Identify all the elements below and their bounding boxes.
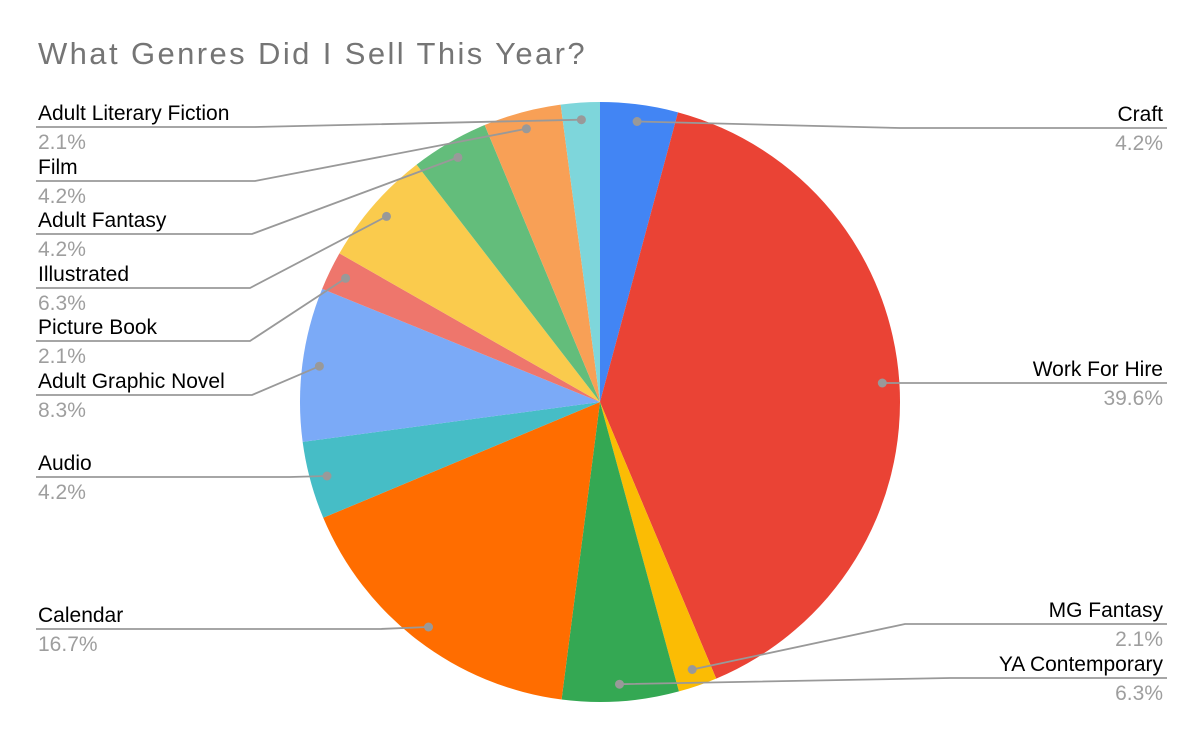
pie-slice-picture-book[interactable] [322,253,600,402]
slice-percent-illustrated: 6.3% [38,292,86,315]
slice-percent-adult-fantasy: 4.2% [38,238,86,261]
callout-line-mg-fantasy [692,623,1167,671]
callout-dot-work-for-hire [877,378,887,388]
slice-label-ya-contemporary: YA Contemporary [999,653,1164,676]
callout-dot-audio [322,471,332,481]
callout-line-picture-book [36,277,347,342]
callout-dot-film [521,124,531,134]
pie-slice-mg-fantasy[interactable] [600,402,717,692]
slice-label-adult-literary-fiction: Adult Literary Fiction [38,102,229,125]
slice-label-audio: Audio [38,452,92,475]
pie-slice-adult-literary-fiction[interactable] [560,102,600,402]
slice-percent-film: 4.2% [38,185,86,208]
slice-percent-calendar: 16.7% [38,633,98,656]
callout-dot-adult-graphic-novel [314,361,324,371]
slice-percent-work-for-hire: 39.6% [1103,387,1163,410]
slice-label-craft: Craft [1117,103,1163,126]
callout-line-adult-fantasy [36,156,459,235]
callout-dot-mg-fantasy [687,665,697,674]
pie-slice-ya-contemporary[interactable] [561,402,679,703]
callout-dot-adult-fantasy [453,152,463,162]
slice-percent-adult-graphic-novel: 8.3% [38,399,86,422]
pie-slice-work-for-hire[interactable] [600,112,901,679]
slice-label-calendar: Calendar [38,604,123,627]
callout-line-illustrated [36,215,387,289]
callout-line-calendar [36,626,429,630]
slice-label-picture-book: Picture Book [38,316,158,339]
callout-line-craft [637,120,1167,129]
slice-percent-ya-contemporary: 6.3% [1115,682,1163,705]
slice-percent-mg-fantasy: 2.1% [1115,628,1163,651]
slice-label-film: Film [38,156,78,179]
callout-line-adult-graphic-novel [36,365,320,396]
callout-dot-ya-contemporary [615,679,624,689]
pie-slice-film[interactable] [484,104,600,402]
slice-label-work-for-hire: Work For Hire [1033,358,1163,381]
pie-slice-calendar[interactable] [323,402,600,700]
slice-label-adult-graphic-novel: Adult Graphic Novel [38,370,225,393]
chart-title: What Genres Did I Sell This Year? [38,36,588,71]
pie-slice-illustrated[interactable] [339,164,600,402]
callout-line-film [36,127,527,182]
pie-slice-audio[interactable] [302,402,600,518]
callout-line-adult-literary-fiction [36,118,582,128]
pie-slice-adult-graphic-novel[interactable] [299,288,600,442]
callout-dot-calendar [424,622,433,632]
slice-percent-adult-literary-fiction: 2.1% [38,131,86,154]
slice-percent-audio: 4.2% [38,481,86,504]
callout-dot-adult-literary-fiction [576,115,586,125]
pie-slice-adult-fantasy[interactable] [416,125,600,402]
callout-dot-picture-book [341,273,351,283]
slice-percent-craft: 4.2% [1115,132,1163,155]
slice-label-mg-fantasy: MG Fantasy [1049,599,1164,622]
callout-dot-illustrated [382,211,391,221]
slice-label-adult-fantasy: Adult Fantasy [38,209,167,232]
callout-line-audio [36,475,328,478]
pie-slice-craft[interactable] [600,102,679,402]
slice-percent-picture-book: 2.1% [38,345,86,368]
slice-label-illustrated: Illustrated [38,263,129,286]
callout-line-ya-contemporary [619,677,1167,686]
callout-dot-craft [632,117,642,126]
